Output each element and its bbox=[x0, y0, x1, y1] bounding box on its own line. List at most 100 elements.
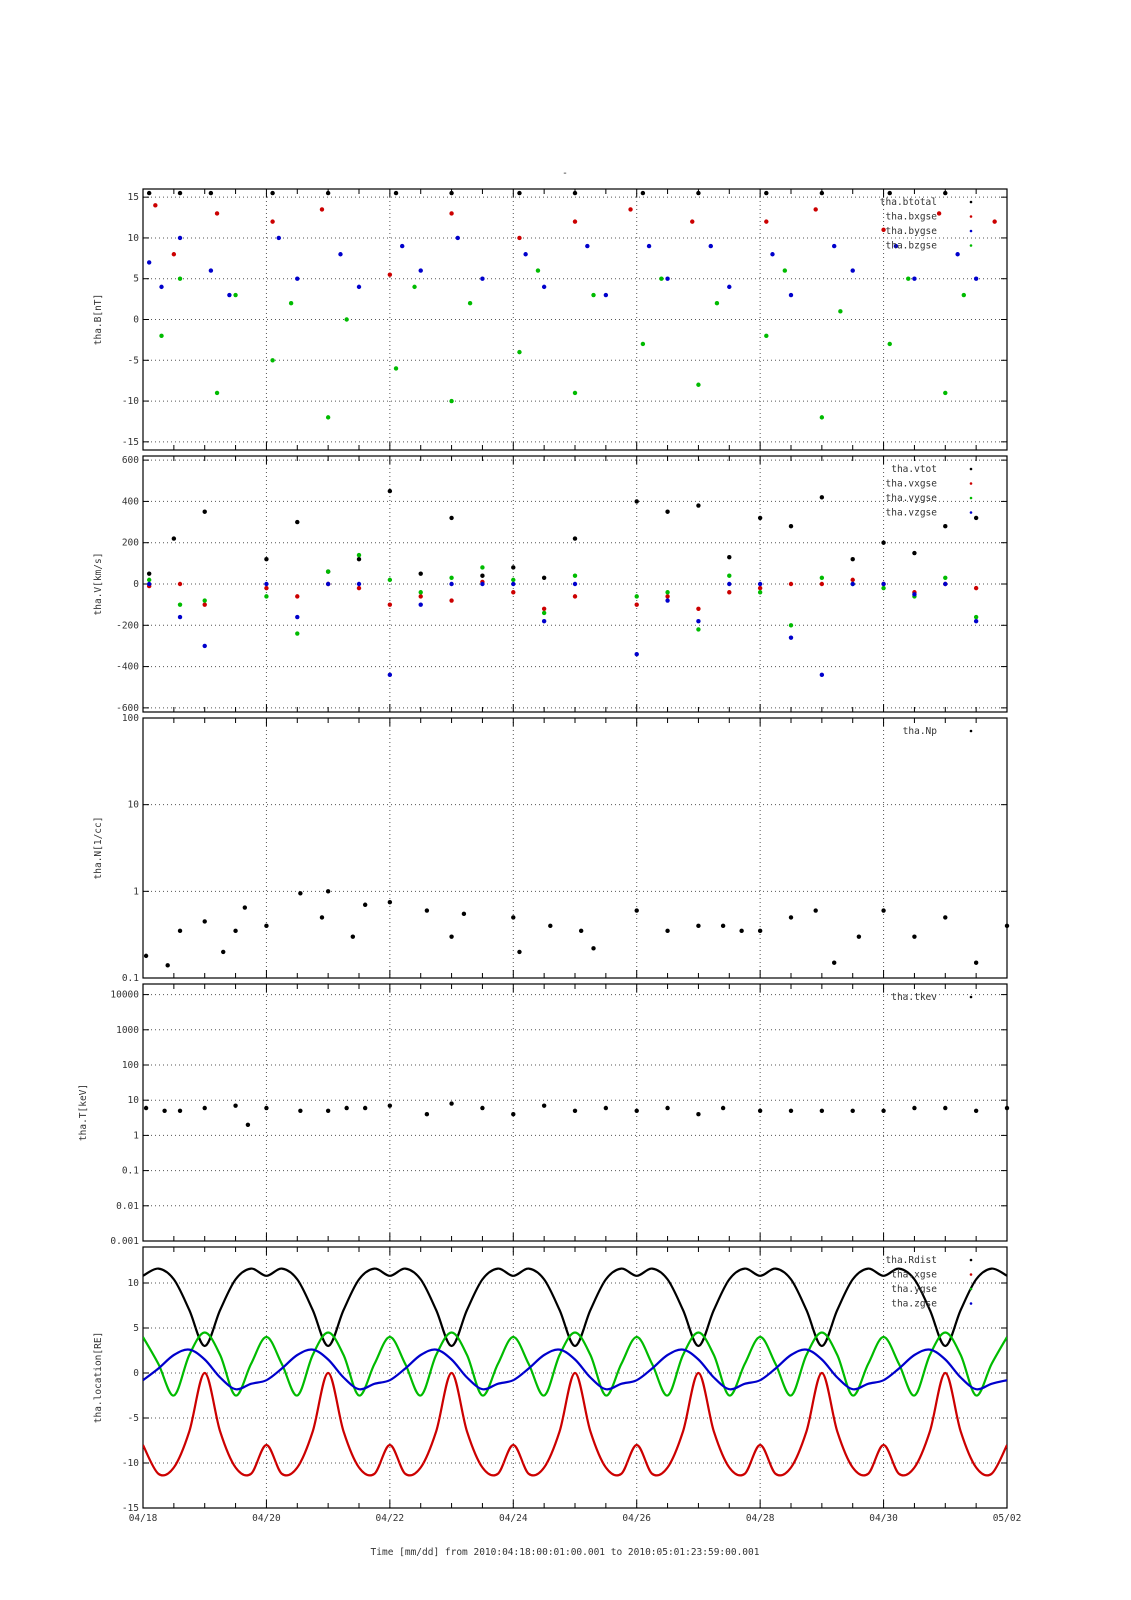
data-point bbox=[387, 1103, 393, 1108]
data-point bbox=[634, 1108, 639, 1113]
data-point bbox=[727, 554, 732, 560]
data-point bbox=[640, 341, 646, 347]
data-point bbox=[162, 1108, 167, 1113]
data-point bbox=[276, 235, 281, 241]
data-point bbox=[270, 358, 275, 363]
data-point bbox=[881, 585, 886, 591]
data-point bbox=[572, 390, 578, 396]
data-point bbox=[646, 243, 652, 249]
data-point bbox=[159, 284, 164, 290]
data-point bbox=[480, 573, 485, 578]
legend-label: tha.bygse bbox=[886, 226, 938, 237]
data-point bbox=[764, 190, 769, 196]
y-tick-label: -15 bbox=[122, 1503, 139, 1514]
panel-3: 100 10 1 0.1 tha.N[1/cc] tha.Np bbox=[93, 713, 1010, 984]
y-tick-label: 10 bbox=[128, 1095, 140, 1106]
data-point bbox=[146, 581, 152, 587]
data-point bbox=[387, 272, 393, 277]
data-point bbox=[245, 1122, 251, 1128]
y-tick-label: 0.1 bbox=[122, 1166, 139, 1177]
legend-label: tha.zgse bbox=[891, 1299, 937, 1310]
data-point bbox=[665, 598, 670, 603]
data-point bbox=[202, 602, 207, 607]
data-point bbox=[467, 300, 473, 306]
data-point bbox=[270, 190, 275, 196]
data-point bbox=[418, 590, 423, 595]
data-point bbox=[325, 190, 331, 196]
data-point bbox=[298, 891, 303, 896]
data-point bbox=[480, 276, 485, 281]
data-point bbox=[757, 1108, 763, 1113]
data-point bbox=[943, 575, 948, 581]
y-tick-label: -600 bbox=[116, 703, 139, 714]
data-point bbox=[264, 1105, 269, 1111]
data-point bbox=[143, 1105, 149, 1111]
y-tick-label: 1000 bbox=[116, 1025, 139, 1036]
data-point bbox=[418, 594, 423, 599]
data-point bbox=[177, 928, 183, 934]
data-point bbox=[264, 594, 269, 599]
data-point bbox=[214, 390, 220, 396]
y-tick-label: 0.001 bbox=[110, 1236, 139, 1247]
data-point bbox=[177, 276, 183, 281]
legend-marker bbox=[969, 1302, 973, 1305]
data-point bbox=[511, 581, 516, 587]
series-line-tha.Rdist bbox=[143, 1267, 1007, 1348]
data-point bbox=[548, 923, 553, 929]
data-point bbox=[177, 581, 183, 587]
legend-label: tha.btotal bbox=[880, 197, 937, 208]
data-point bbox=[344, 1105, 349, 1111]
data-point bbox=[578, 928, 584, 934]
data-point bbox=[449, 398, 454, 404]
y-tick-label: -15 bbox=[122, 437, 139, 448]
data-point bbox=[832, 960, 837, 965]
data-point bbox=[665, 590, 670, 595]
data-point bbox=[171, 252, 177, 257]
x-tick-label: 04/28 bbox=[746, 1513, 775, 1524]
panel-frame bbox=[142, 188, 1008, 451]
data-point bbox=[146, 571, 152, 576]
data-point bbox=[202, 509, 207, 514]
data-point bbox=[788, 1108, 794, 1113]
y-axis-label: tha.V[km/s] bbox=[93, 553, 104, 616]
data-point bbox=[850, 581, 855, 587]
data-point bbox=[634, 908, 639, 913]
data-point bbox=[449, 575, 454, 581]
data-point bbox=[461, 911, 467, 917]
data-point bbox=[727, 590, 732, 595]
panel-frame bbox=[142, 983, 1008, 1242]
x-tick-label: 04/20 bbox=[252, 1513, 281, 1524]
data-point bbox=[887, 190, 892, 196]
data-point bbox=[233, 928, 238, 934]
data-point bbox=[202, 1105, 207, 1111]
data-point bbox=[696, 190, 701, 196]
data-point bbox=[264, 557, 269, 562]
data-point bbox=[850, 268, 855, 273]
y-tick-label: 200 bbox=[122, 538, 139, 549]
data-point bbox=[362, 902, 368, 907]
legend-marker bbox=[969, 995, 973, 999]
data-point bbox=[943, 190, 948, 196]
data-point bbox=[165, 963, 170, 968]
data-point bbox=[832, 243, 837, 249]
legend-label: tha.Rdist bbox=[886, 1255, 937, 1266]
x-tick-label: 04/22 bbox=[376, 1513, 405, 1524]
y-tick-label: 0 bbox=[133, 315, 139, 326]
data-point bbox=[400, 243, 405, 249]
data-point bbox=[227, 292, 232, 298]
data-point bbox=[850, 1108, 855, 1113]
data-point bbox=[541, 610, 547, 616]
data-point bbox=[418, 268, 423, 273]
data-point bbox=[387, 488, 393, 494]
panel-4: 10000 1000 100 10 1 0.1 0.01 0.001 tha.T[keV] tha… bbox=[78, 983, 1010, 1247]
y-tick-label: 0.1 bbox=[122, 973, 139, 984]
legend-label: tha.vzgse bbox=[886, 508, 938, 519]
data-point bbox=[819, 190, 825, 196]
data-point bbox=[572, 573, 578, 578]
data-point bbox=[449, 598, 454, 603]
data-point bbox=[171, 536, 177, 541]
legend-label: tha.vygse bbox=[886, 493, 938, 504]
data-point bbox=[325, 1108, 331, 1113]
data-point bbox=[838, 309, 843, 314]
legend-label: tha.tkev bbox=[891, 992, 937, 1003]
